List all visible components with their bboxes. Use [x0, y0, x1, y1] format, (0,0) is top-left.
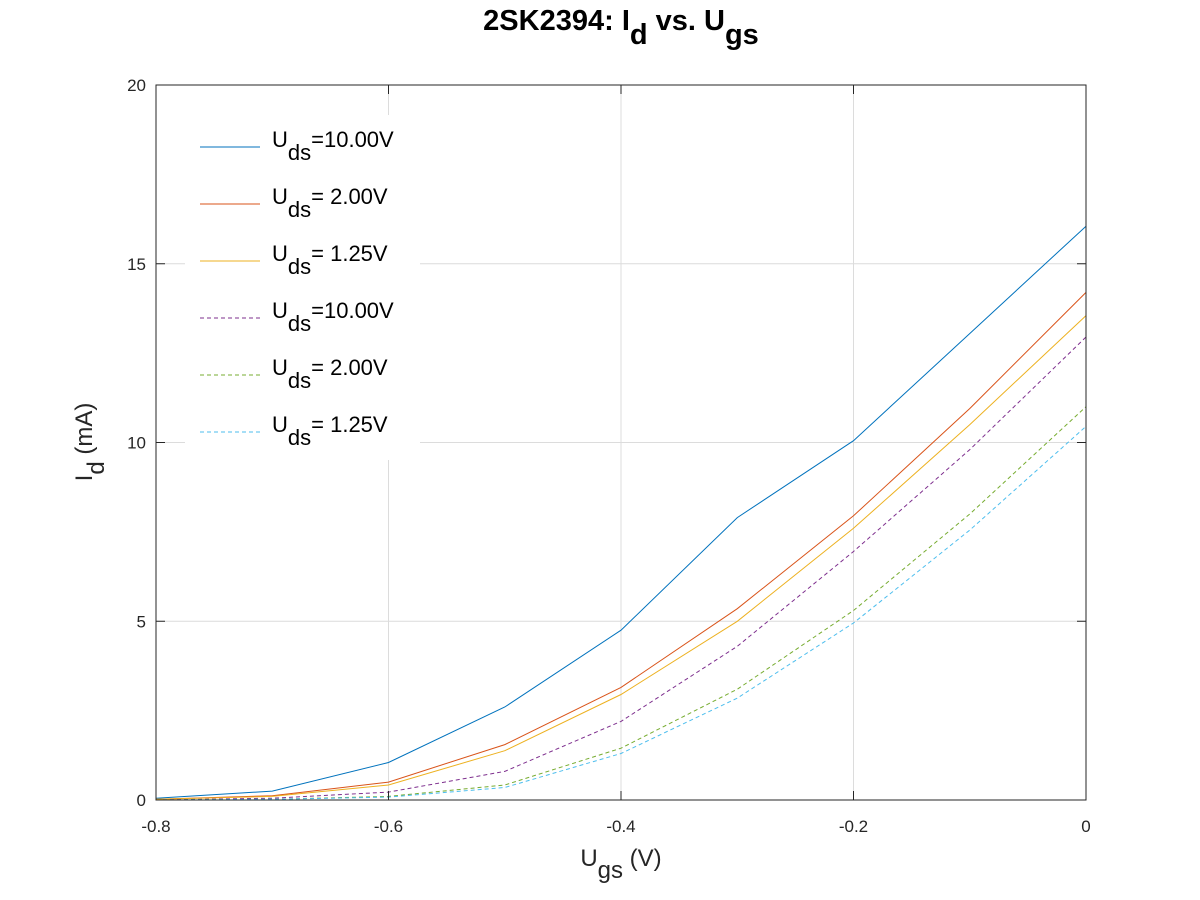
x-tick-label: -0.2	[839, 817, 868, 836]
x-tick-label: -0.4	[606, 817, 635, 836]
series-line-4	[155, 336, 1087, 801]
legend-box	[185, 115, 420, 460]
x-axis-label: Ugs (V)	[580, 845, 661, 884]
y-tick-label: 10	[127, 434, 146, 453]
legend-label-1: Uds=10.00V	[272, 127, 394, 165]
y-axis-label: Id (mA)	[71, 403, 110, 482]
y-tick-label: 20	[127, 76, 146, 95]
axis-ticks: -0.8 -0.6 -0.4 -0.2 0 0 5 10 15 20	[127, 76, 1091, 836]
legend-label-6: Uds= 1.25V	[272, 412, 388, 450]
series-line-1	[155, 225, 1087, 799]
legend-label-3: Uds= 1.25V	[272, 241, 388, 279]
chart-title: 2SK2394: Id vs. Ugs	[483, 5, 759, 51]
legend-label-4: Uds=10.00V	[272, 298, 394, 336]
y-tick-label: 5	[137, 612, 146, 631]
plot-frame	[155, 84, 1087, 801]
x-tick-label: -0.8	[141, 817, 170, 836]
legend-label-2: Uds= 2.00V	[272, 184, 388, 222]
series-line-2	[155, 292, 1087, 800]
y-tick-label: 15	[127, 255, 146, 274]
x-tick-label: 0	[1081, 817, 1090, 836]
legend: Uds=10.00V Uds= 2.00V Uds= 1.25V Uds=10.00V…	[185, 115, 420, 460]
series-line-6	[155, 426, 1087, 801]
series-layer	[155, 225, 1087, 801]
legend-label-5: Uds= 2.00V	[272, 355, 388, 393]
y-tick-label: 0	[137, 791, 146, 810]
series-line-3	[155, 315, 1087, 800]
x-tick-label: -0.6	[374, 817, 403, 836]
